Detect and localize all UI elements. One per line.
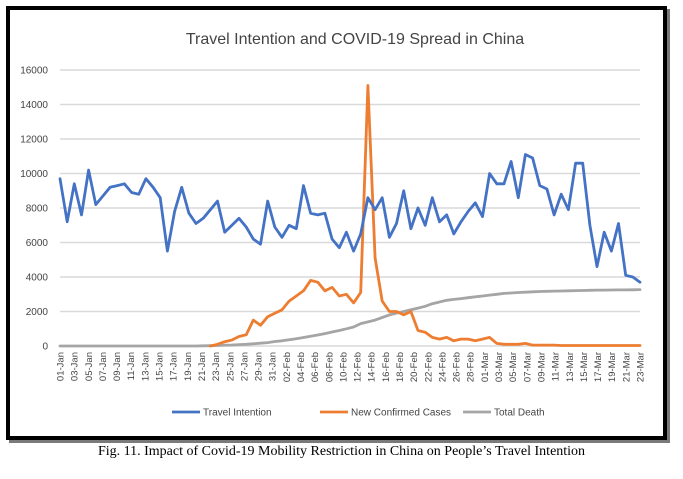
x-tick-label: 10-Feb — [338, 352, 349, 382]
x-tick-label: 24-Feb — [437, 352, 448, 382]
x-tick-label: 11-Jan — [126, 352, 137, 380]
x-tick-label: 13-Jan — [140, 352, 151, 381]
x-tick-label: 02-Feb — [282, 352, 293, 382]
x-tick-label: 17-Jan — [169, 352, 180, 381]
figure-caption: Fig. 11. Impact of Covid-19 Mobility Res… — [97, 444, 586, 459]
x-tick-label: 03-Mar — [494, 352, 505, 382]
x-tick-label: 26-Feb — [452, 352, 463, 382]
series-lines — [58, 84, 642, 348]
x-tick-label: 15-Jan — [155, 352, 166, 381]
series-line-total-death — [58, 288, 642, 348]
x-tick-label: 08-Feb — [324, 352, 335, 382]
x-tick-label: 05-Jan — [84, 352, 95, 381]
chart-title: Travel Intention and COVID-19 Spread in … — [186, 31, 524, 48]
series-line-travel-intention — [58, 153, 642, 284]
legend: Travel Intention New Confirmed Cases Total… — [172, 408, 545, 419]
y-tick-label: 0 — [42, 342, 48, 353]
x-tick-label: 29-Jan — [254, 352, 265, 381]
x-tick-label: 11-Mar — [551, 352, 562, 381]
x-tick-label: 31-Jan — [268, 352, 279, 381]
x-tick-label: 16-Feb — [381, 352, 392, 382]
x-tick-label: 05-Mar — [508, 352, 519, 382]
x-tick-label: 12-Feb — [353, 352, 364, 382]
y-tick-label: 12000 — [20, 135, 48, 146]
x-tick-label: 28-Feb — [466, 352, 477, 382]
x-tick-label: 23-Jan — [211, 352, 222, 381]
x-tick-label: 27-Jan — [239, 352, 250, 381]
legend-label: Total Death — [494, 408, 545, 419]
x-tick-label: 13-Mar — [565, 352, 576, 382]
y-tick-label: 6000 — [26, 238, 49, 249]
x-tick-label: 19-Jan — [183, 352, 194, 381]
y-tick-label: 4000 — [26, 273, 49, 284]
x-tick-label: 17-Mar — [593, 352, 604, 382]
legend-label: New Confirmed Cases — [351, 408, 451, 419]
y-tick-label: 16000 — [20, 66, 48, 77]
y-axis-ticks: 0 2000 4000 6000 8000 10000 12000 14000 16000 — [20, 66, 48, 353]
x-tick-label: 21-Jan — [197, 352, 208, 381]
x-tick-label: 04-Feb — [296, 352, 307, 382]
x-tick-label: 06-Feb — [310, 352, 321, 382]
legend-label: Travel Intention — [203, 408, 272, 419]
y-tick-label: 14000 — [20, 100, 48, 111]
x-tick-label: 19-Mar — [607, 352, 618, 382]
x-tick-label: 01-Jan — [56, 352, 67, 381]
x-tick-label: 09-Mar — [536, 352, 547, 382]
x-tick-label: 15-Mar — [579, 352, 590, 382]
x-tick-label: 22-Feb — [423, 352, 434, 382]
x-axis-ticks: 01-Jan 03-Jan 05-Jan 07-Jan 09-Jan 11-Jan 13-J… — [56, 352, 647, 382]
y-tick-label: 10000 — [20, 169, 48, 180]
y-tick-label: 8000 — [26, 204, 49, 215]
x-tick-label: 18-Feb — [395, 352, 406, 382]
x-tick-label: 20-Feb — [409, 352, 420, 382]
x-tick-label: 09-Jan — [112, 352, 123, 381]
chart: Travel Intention and COVID-19 Spread in … — [20, 31, 647, 419]
y-tick-label: 2000 — [26, 307, 49, 318]
x-tick-label: 07-Mar — [522, 352, 533, 382]
x-tick-label: 23-Mar — [636, 352, 647, 382]
x-tick-label: 21-Mar — [621, 352, 632, 382]
x-tick-label: 14-Feb — [367, 352, 378, 382]
series-line-new-confirmed-cases — [209, 84, 642, 348]
x-tick-label: 07-Jan — [98, 352, 109, 381]
chart-frame: Travel Intention and COVID-19 Spread in … — [6, 6, 667, 440]
gridlines — [60, 69, 640, 347]
x-tick-label: 01-Mar — [480, 352, 491, 382]
x-tick-label: 25-Jan — [225, 352, 236, 381]
x-tick-label: 03-Jan — [70, 352, 81, 381]
